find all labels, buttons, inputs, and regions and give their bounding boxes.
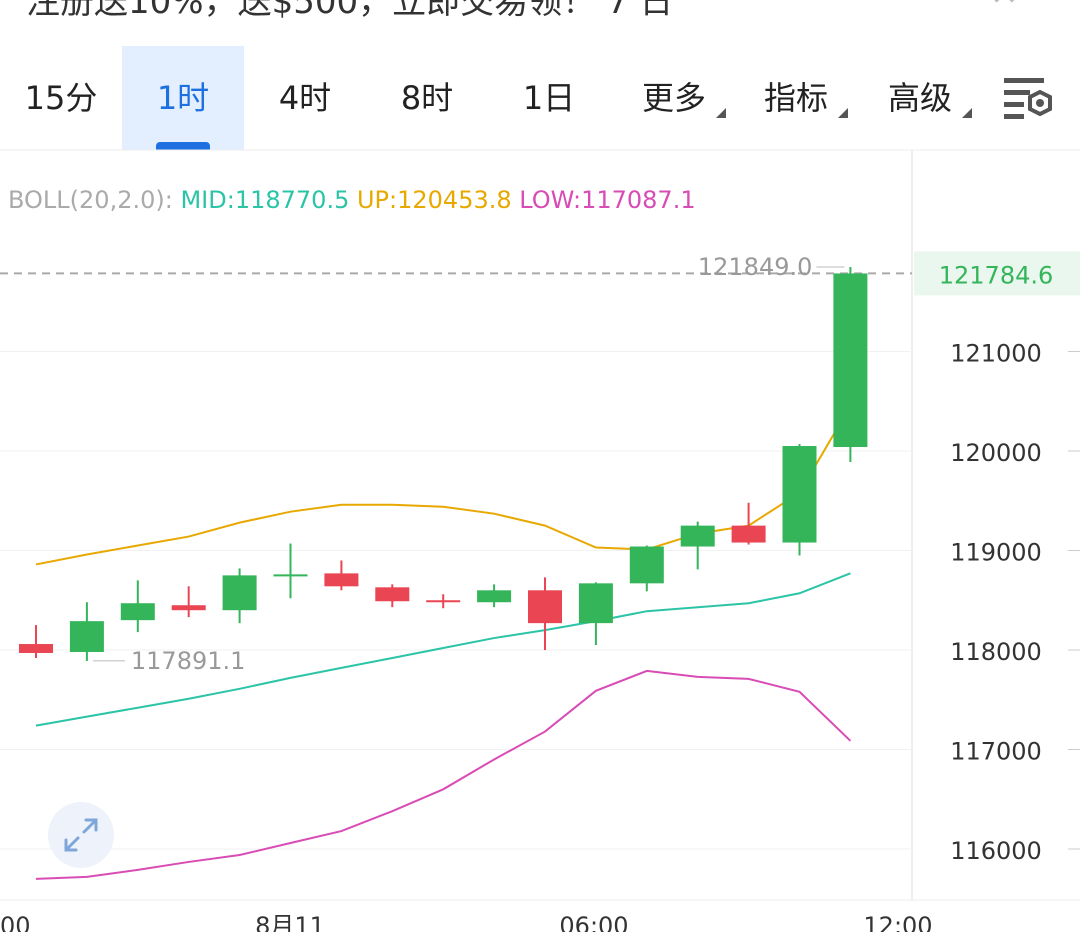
y-tick-label: 117000 <box>950 738 1042 766</box>
y-tick-label: 120000 <box>950 439 1042 467</box>
high-price-label: 121849.0 <box>698 253 813 281</box>
candle-body <box>528 590 562 624</box>
y-tick-label: 119000 <box>950 539 1042 567</box>
expand-icon[interactable] <box>48 802 114 868</box>
boll-mid-value: MID:118770.5 <box>180 186 350 214</box>
tab-1d[interactable]: 1日 <box>522 79 576 117</box>
y-tick-label: 121000 <box>950 340 1042 368</box>
tab-1h[interactable]: 1时 <box>122 46 244 150</box>
current-price-tag <box>914 251 1080 296</box>
low-price-label: 117891.1 <box>131 647 246 675</box>
tab-more[interactable]: 更多 <box>638 46 726 150</box>
candle-body <box>375 587 410 602</box>
tab-4h[interactable]: 4时 <box>278 79 332 117</box>
current-price-label: 121784.6 <box>939 261 1054 289</box>
candle-body <box>69 621 104 652</box>
timeframe-tabs: 15分 1时 4时 8时 1日 更多 指标 高级 <box>0 46 1080 150</box>
boll-mid-line <box>35 572 851 727</box>
candle-body <box>782 446 817 543</box>
tab-advanced[interactable]: 高级 <box>884 46 972 150</box>
candle-body <box>222 575 257 611</box>
candle-body <box>731 525 766 543</box>
dropdown-triangle-icon <box>716 108 726 118</box>
candle-body <box>578 583 613 624</box>
dropdown-triangle-icon <box>962 108 972 118</box>
boll-lower-line <box>35 669 852 880</box>
promo-banner[interactable]: 注册送10%，送$500，立即交易领！ 7 日 ✕ <box>0 0 1080 18</box>
settings-filter-icon[interactable] <box>1002 76 1056 120</box>
candle-body <box>833 273 868 448</box>
boll-params: BOLL(20,2.0): <box>8 186 173 214</box>
boll-upper-line <box>35 405 852 566</box>
candle-body <box>171 605 206 611</box>
promo-banner-text: 注册送10%，送$500，立即交易领！ 7 日 <box>26 0 673 18</box>
x-tick-label: 8月11 <box>255 912 325 932</box>
x-tick-label: 12:00 <box>863 912 932 932</box>
candle-body <box>19 644 53 653</box>
y-tick-label: 118000 <box>950 638 1042 666</box>
candle-body <box>477 590 512 603</box>
active-tab-indicator <box>156 142 210 150</box>
y-tick-label: 116000 <box>950 837 1042 865</box>
x-tick-label: 00 <box>0 912 31 932</box>
tab-15m[interactable]: 15分 <box>24 79 98 117</box>
candle-body <box>273 574 308 577</box>
candle-body <box>426 600 461 603</box>
boll-legend: BOLL(20,2.0): MID:118770.5 UP:120453.8 L… <box>8 186 696 214</box>
candle-body <box>120 603 155 621</box>
boll-low-value: LOW:117087.1 <box>519 186 696 214</box>
tab-8h[interactable]: 8时 <box>400 79 454 117</box>
close-icon[interactable]: ✕ <box>990 0 1019 14</box>
dropdown-triangle-icon <box>838 108 848 118</box>
x-tick-label: 06:00 <box>559 912 628 932</box>
boll-up-value: UP:120453.8 <box>356 186 512 214</box>
candle-body <box>680 525 715 547</box>
tab-indicators[interactable]: 指标 <box>760 46 848 150</box>
candle-body <box>629 546 664 584</box>
candle-body <box>324 573 359 587</box>
